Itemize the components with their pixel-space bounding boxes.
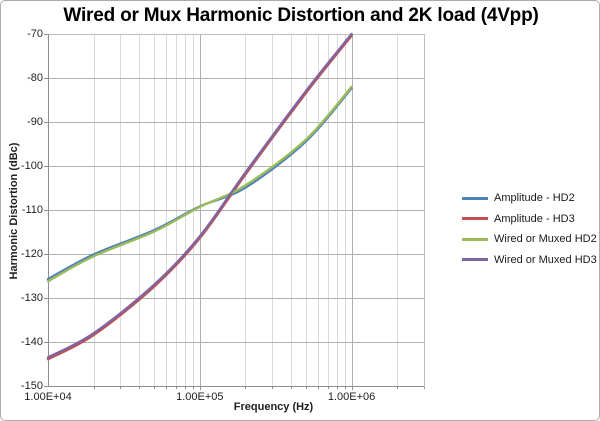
legend-label: Amplitude - HD2 (494, 192, 575, 205)
legend-line-swatch (462, 237, 488, 241)
series-line (46, 85, 353, 283)
legend-line-swatch (462, 196, 488, 200)
y-tick-label: -140 (20, 336, 43, 348)
legend-item: Amplitude - HD3 (462, 209, 597, 230)
legend-item: Wired or Muxed HD2 (462, 229, 597, 250)
y-tick-label: -90 (27, 116, 43, 128)
chart-title: Wired or Mux Harmonic Distortion and 2K … (63, 5, 539, 26)
legend-label: Wired or Muxed HD2 (494, 233, 597, 246)
legend-line-swatch (462, 258, 488, 262)
y-tick-label: -120 (20, 248, 43, 260)
y-tick-label: -150 (20, 380, 43, 392)
legend-item: Amplitude - HD2 (462, 188, 597, 209)
chart-legend: Amplitude - HD2 Amplitude - HD3 Wired or M… (462, 188, 597, 270)
x-tick-label: 1.00E+05 (176, 391, 224, 403)
x-tick-label: 1.00E+04 (24, 391, 72, 403)
x-tick-label: 1.00E+06 (327, 391, 376, 403)
legend-line-swatch (462, 217, 488, 221)
y-tick-label: -130 (20, 292, 43, 304)
legend-label: Amplitude - HD3 (494, 212, 575, 225)
legend-label: Wired or Muxed HD3 (494, 253, 597, 266)
y-tick-label: -100 (20, 160, 43, 172)
series-line (46, 32, 353, 359)
y-tick-label: -110 (21, 204, 43, 216)
legend-item: Wired or Muxed HD3 (462, 250, 597, 271)
x-axis-title: Frequency (Hz) (233, 401, 314, 413)
y-tick-label: -80 (27, 72, 43, 84)
y-tick-label: -70 (27, 28, 43, 40)
